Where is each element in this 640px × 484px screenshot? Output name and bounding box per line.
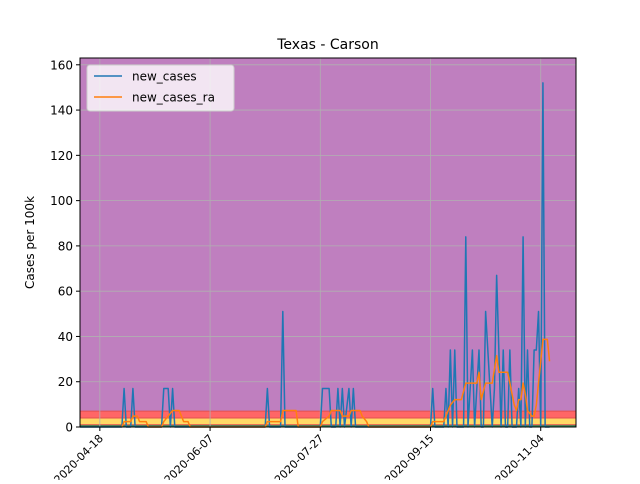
band-3 xyxy=(80,58,576,412)
grid-lines xyxy=(80,58,576,428)
plot-frame xyxy=(79,57,577,428)
y-tick-label-8: 160 xyxy=(50,58,73,72)
y-axis-ticks: 0 20 40 60 80 100 120 140 160 xyxy=(50,58,80,435)
x-tick-label-3: 2020-09-15 xyxy=(382,432,436,480)
y-tick-label-6: 120 xyxy=(50,149,73,163)
legend-box xyxy=(86,64,235,112)
band-1 xyxy=(80,417,576,425)
y-tick-label-1: 20 xyxy=(58,375,73,389)
x-axis-ticks: 2020-04-18 2020-06-07 2020-07-27 2020-09-15… xyxy=(52,427,547,484)
x-tick-label-4: 2020-11-04 xyxy=(492,432,546,480)
y-tick-label-4: 80 xyxy=(58,239,73,253)
y-tick-label-2: 40 xyxy=(58,330,73,344)
legend-label-new_cases: new_cases xyxy=(132,70,197,84)
chart-title: Texas - Carson xyxy=(276,37,379,53)
y-axis-label: Cases per 100k xyxy=(23,196,37,289)
y-tick-label-0: 0 xyxy=(65,421,73,435)
x-tick-label-2: 2020-07-27 xyxy=(272,432,326,480)
y-tick-label-5: 100 xyxy=(50,194,73,208)
legend: new_cases new_cases_ra xyxy=(86,64,235,112)
band-2 xyxy=(80,411,576,418)
y-tick-label-3: 60 xyxy=(58,285,73,299)
band-0 xyxy=(80,424,576,427)
legend-label-new_cases_ra: new_cases_ra xyxy=(132,91,215,105)
x-tick-label-0: 2020-04-18 xyxy=(52,432,106,480)
x-tick-label-1: 2020-06-07 xyxy=(162,432,216,480)
y-tick-label-7: 140 xyxy=(50,104,73,118)
